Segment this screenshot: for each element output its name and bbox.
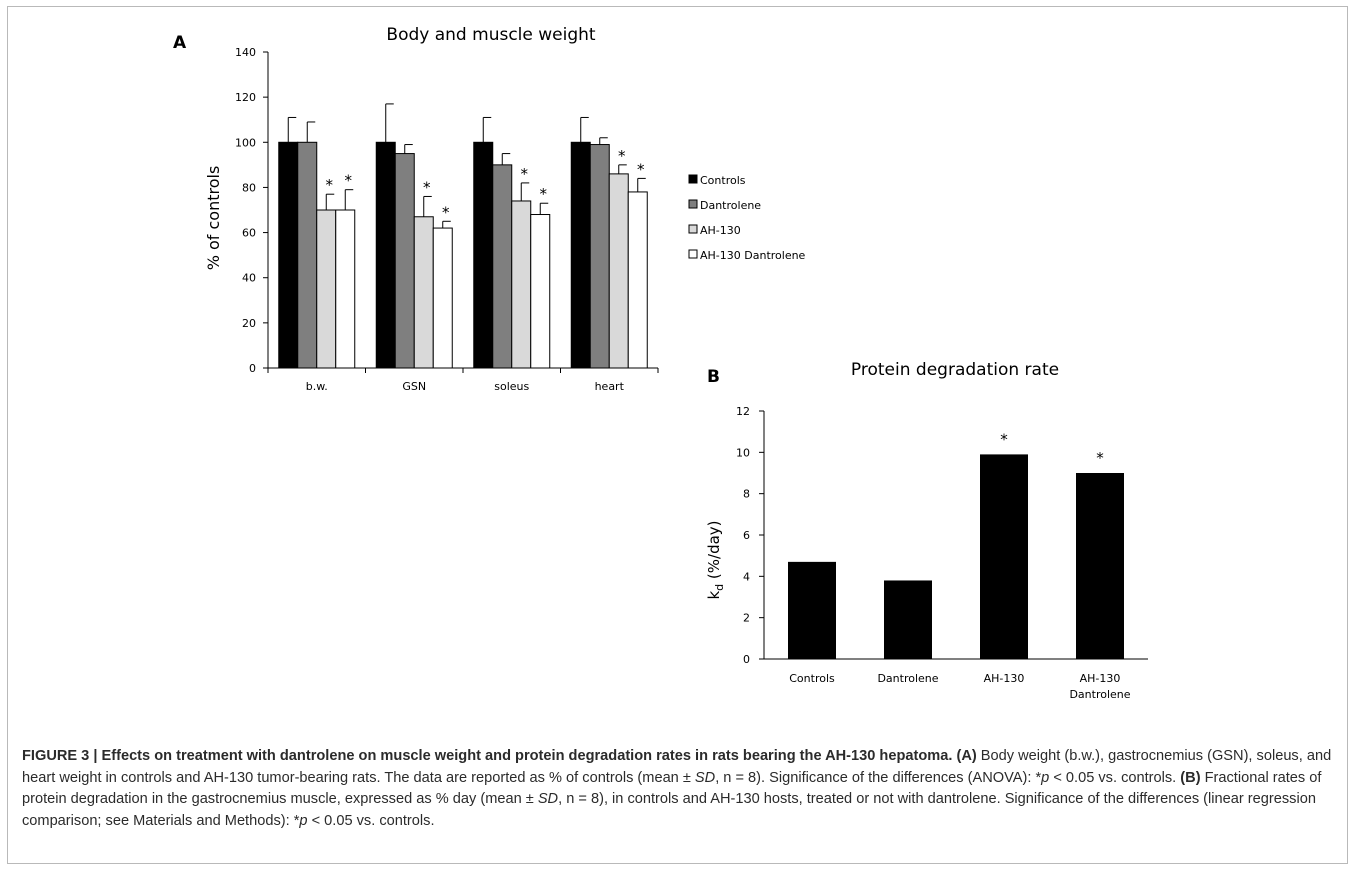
- caption-n-a: , n = 8). Significance of the difference…: [715, 769, 1042, 786]
- chart-a-y-tick-label: 0: [249, 362, 256, 375]
- chart-a-category-label: heart: [595, 380, 625, 393]
- chart-a-y-tick-label: 100: [235, 136, 256, 149]
- chart-b-y-tick-label: 4: [743, 570, 750, 583]
- chart-b-category-label: Dantrolene: [1069, 688, 1130, 701]
- chart-a-significance-marker: *: [521, 165, 529, 183]
- chart-a-bar: [375, 141, 396, 369]
- caption-part-a-text: Body weight (b.w.), gastrocnemius (GSN),…: [22, 748, 1332, 786]
- panel-a-label: A: [173, 33, 187, 53]
- chart-b-title: Protein degradation rate: [851, 360, 1059, 380]
- chart-a-category-label: soleus: [494, 380, 529, 393]
- chart-b-ylabel: kd (%/day): [705, 520, 726, 599]
- chart-a-bar: [589, 144, 610, 369]
- chart-a-y-tick-label: 120: [235, 91, 256, 104]
- chart-panel-a: A Body and muscle weight % of controls 0…: [173, 25, 806, 393]
- chart-a-category-label: GSN: [402, 380, 426, 393]
- chart-a-y-tick-label: 40: [242, 272, 256, 285]
- chart-a-bar: [316, 209, 337, 369]
- chart-b-y-tick-label: 2: [743, 612, 750, 625]
- chart-a-legend-label: AH-130 Dantrolene: [700, 249, 806, 262]
- chart-b-y-tick-label: 12: [736, 405, 750, 418]
- chart-a-bar: [492, 164, 513, 369]
- chart-a-y-tick-label: 60: [242, 227, 256, 240]
- chart-a-legend-swatch: [688, 224, 698, 234]
- chart-b-y-tick-label: 10: [736, 446, 750, 459]
- chart-a-legend-label: AH-130: [700, 224, 741, 237]
- chart-a-legend-swatch: [688, 174, 698, 184]
- figure-frame: [7, 6, 1348, 864]
- chart-b-bar: [788, 561, 836, 659]
- chart-a-bar: [627, 191, 648, 369]
- chart-a-bar: [278, 141, 299, 369]
- chart-a-ylabel: % of controls: [204, 166, 223, 271]
- caption-after-p-a: < 0.05 vs. controls.: [1049, 769, 1181, 786]
- chart-b-y-tick-label: 0: [743, 653, 750, 666]
- caption-sd-a: SD: [694, 769, 716, 786]
- chart-a-legend-label: Dantrolene: [700, 199, 761, 212]
- chart-a-significance-marker: *: [637, 160, 645, 178]
- chart-a-bar: [530, 214, 551, 369]
- chart-b-category-label: Dantrolene: [877, 672, 938, 685]
- chart-a-bar: [511, 200, 532, 369]
- caption-part-b-label: (B): [1180, 769, 1201, 786]
- chart-b-y-tick-label: 6: [743, 529, 750, 542]
- chart-a-significance-marker: *: [618, 147, 626, 165]
- caption-p-a: p: [1041, 769, 1050, 786]
- chart-a-y-tick-label: 140: [235, 46, 256, 59]
- panel-b-label: B: [707, 367, 720, 387]
- caption-p-b: p: [299, 812, 308, 829]
- chart-a-legend: Controls Dantrolene AH-130 AH-130 Dantrolen…: [688, 174, 806, 262]
- chart-a-category-label: b.w.: [306, 380, 328, 393]
- caption-part-b-text: Fractional rates of protein degradation …: [22, 769, 1322, 808]
- chart-b-bar: [1076, 473, 1124, 659]
- chart-a-bar: [297, 141, 318, 369]
- figure-caption: FIGURE 3 | Effects on treatment with dan…: [22, 746, 1338, 832]
- chart-b-bar: [980, 454, 1028, 659]
- chart-a-bar: [432, 227, 453, 369]
- chart-a-legend-swatch: [688, 199, 698, 209]
- caption-part-a-label: (A): [956, 748, 977, 764]
- chart-a-y-tick-label: 80: [242, 181, 256, 194]
- chart-a-bar: [473, 141, 494, 369]
- chart-a-significance-marker: *: [442, 203, 450, 221]
- chart-a-significance-marker: *: [423, 178, 431, 196]
- chart-a-bar: [570, 141, 591, 369]
- chart-a-legend-label: Controls: [700, 174, 746, 187]
- chart-a-significance-marker: *: [345, 172, 353, 190]
- chart-b-category-label: AH-130: [984, 672, 1025, 685]
- caption-sd-b: SD: [537, 791, 559, 807]
- chart-a-legend-swatch: [688, 249, 698, 259]
- chart-a-bar: [608, 173, 629, 369]
- caption-n-b: , n = 8), in controls and AH-130 hosts, …: [22, 791, 1316, 829]
- chart-a-significance-marker: *: [540, 185, 548, 203]
- chart-panel-b: B Protein degradation rate kd (%/day) 0 2…: [705, 360, 1148, 701]
- chart-b-significance-marker: *: [1096, 449, 1104, 467]
- chart-b-category-label: AH-130: [1080, 672, 1121, 685]
- chart-a-bar: [394, 153, 415, 369]
- chart-b-bar: [884, 580, 932, 659]
- chart-b-category-label: Controls: [789, 672, 835, 685]
- chart-a-title: Body and muscle weight: [386, 25, 595, 45]
- chart-b-y-tick-label: 8: [743, 488, 750, 501]
- chart-a-significance-marker: *: [326, 176, 334, 194]
- caption-title: FIGURE 3 | Effects on treatment with dan…: [22, 748, 953, 764]
- caption-after-p-b: < 0.05 vs. controls.: [307, 812, 435, 829]
- chart-a-y-tick-label: 20: [242, 317, 256, 330]
- chart-a-bar: [413, 216, 434, 369]
- chart-a-bar: [335, 209, 356, 369]
- chart-b-significance-marker: *: [1000, 430, 1008, 448]
